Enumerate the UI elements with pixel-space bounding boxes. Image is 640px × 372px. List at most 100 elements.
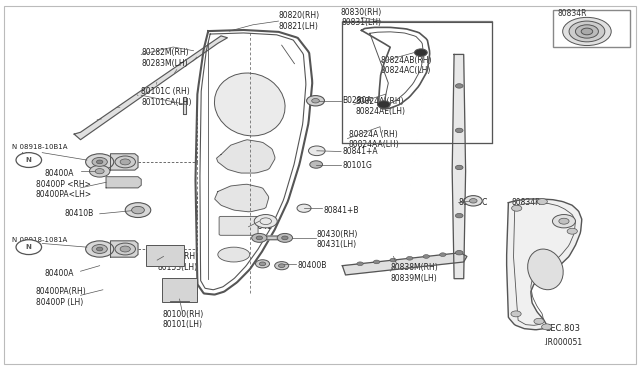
Circle shape	[16, 153, 42, 167]
Polygon shape	[111, 154, 138, 170]
Circle shape	[115, 243, 136, 255]
Polygon shape	[74, 36, 227, 140]
Text: N: N	[26, 244, 32, 250]
FancyBboxPatch shape	[163, 278, 196, 302]
Circle shape	[97, 247, 103, 251]
Polygon shape	[216, 140, 275, 173]
Text: 80400P <RH>
80400PA<LH>: 80400P <RH> 80400PA<LH>	[36, 180, 92, 199]
Text: 80410B: 80410B	[65, 209, 94, 218]
Polygon shape	[182, 97, 186, 114]
Ellipse shape	[218, 247, 250, 262]
Polygon shape	[452, 54, 466, 279]
Circle shape	[456, 84, 463, 88]
Text: 80400B: 80400B	[298, 261, 327, 270]
Text: 80824AI(RH)
80824AE(LH): 80824AI(RH) 80824AE(LH)	[355, 97, 405, 116]
Text: 80838M(RH)
80839M(LH): 80838M(RH) 80839M(LH)	[390, 263, 438, 283]
Text: .IR000051: .IR000051	[543, 338, 582, 347]
Text: 80841+B: 80841+B	[323, 206, 358, 215]
Circle shape	[95, 169, 104, 174]
Circle shape	[297, 204, 311, 212]
Circle shape	[537, 199, 547, 205]
Circle shape	[440, 253, 446, 257]
Circle shape	[534, 318, 544, 324]
Circle shape	[456, 128, 463, 133]
Circle shape	[456, 165, 463, 170]
Circle shape	[282, 236, 288, 240]
Text: N 08918-1081A
    (4): N 08918-1081A (4)	[12, 237, 67, 250]
Circle shape	[552, 215, 575, 228]
Polygon shape	[215, 184, 269, 212]
Circle shape	[97, 160, 103, 164]
Polygon shape	[111, 241, 138, 257]
Polygon shape	[106, 177, 141, 188]
Circle shape	[406, 256, 413, 260]
Circle shape	[120, 246, 131, 252]
Ellipse shape	[214, 73, 285, 136]
Circle shape	[563, 17, 611, 45]
Circle shape	[559, 218, 569, 224]
Circle shape	[511, 205, 522, 211]
Polygon shape	[342, 253, 467, 275]
Circle shape	[378, 101, 390, 108]
FancyBboxPatch shape	[147, 244, 184, 266]
FancyBboxPatch shape	[4, 6, 636, 364]
Text: SEC.803: SEC.803	[545, 324, 580, 333]
Circle shape	[373, 260, 380, 264]
Text: 80834R: 80834R	[511, 198, 541, 207]
Text: 80400PA(RH)
80400P (LH): 80400PA(RH) 80400P (LH)	[36, 288, 86, 307]
Circle shape	[567, 228, 577, 234]
Circle shape	[86, 241, 114, 257]
Ellipse shape	[527, 249, 563, 290]
Circle shape	[307, 96, 324, 106]
Text: 80824A (RH)
80824AA(LH): 80824A (RH) 80824AA(LH)	[349, 130, 399, 150]
Circle shape	[569, 21, 605, 42]
Circle shape	[415, 49, 428, 56]
Circle shape	[310, 161, 323, 168]
Circle shape	[469, 199, 477, 203]
Circle shape	[120, 159, 131, 165]
FancyBboxPatch shape	[219, 217, 258, 235]
Circle shape	[541, 324, 552, 330]
Circle shape	[115, 156, 136, 168]
Text: 80820(RH)
80821(LH): 80820(RH) 80821(LH)	[278, 12, 319, 31]
Text: 80834R: 80834R	[557, 9, 587, 18]
Circle shape	[456, 214, 463, 218]
Circle shape	[357, 262, 364, 266]
Circle shape	[86, 154, 114, 170]
Text: N: N	[26, 157, 32, 163]
Circle shape	[423, 254, 429, 258]
Text: B0280A: B0280A	[342, 96, 372, 105]
Text: 80620C: 80620C	[459, 198, 488, 207]
Circle shape	[456, 250, 463, 255]
Text: 80834R: 80834R	[557, 13, 587, 22]
Circle shape	[132, 206, 145, 214]
Polygon shape	[256, 236, 285, 240]
Circle shape	[511, 311, 521, 317]
Text: 80400A: 80400A	[44, 269, 74, 278]
Circle shape	[252, 234, 267, 242]
Circle shape	[390, 258, 396, 262]
Circle shape	[575, 25, 598, 38]
Circle shape	[312, 99, 319, 103]
Circle shape	[581, 28, 593, 35]
Circle shape	[92, 244, 108, 253]
Circle shape	[16, 240, 42, 254]
Text: 80400A: 80400A	[44, 169, 74, 177]
Text: 80152(RH)
80153(LH): 80152(RH) 80153(LH)	[157, 252, 198, 272]
Text: N 08918-10B1A
    (4): N 08918-10B1A (4)	[12, 144, 68, 157]
Circle shape	[92, 157, 108, 166]
Circle shape	[275, 262, 289, 270]
Text: 80100(RH)
80101(LH): 80100(RH) 80101(LH)	[162, 310, 204, 329]
Polygon shape	[507, 199, 582, 330]
Text: 80282M(RH)
80283M(LH): 80282M(RH) 80283M(LH)	[141, 48, 189, 68]
Text: 80841: 80841	[248, 222, 273, 231]
Circle shape	[255, 260, 269, 268]
Circle shape	[277, 234, 292, 242]
Text: 80101G: 80101G	[342, 161, 372, 170]
Text: 80824AB(RH)
80824AC(LH): 80824AB(RH) 80824AC(LH)	[381, 56, 432, 75]
Circle shape	[125, 203, 151, 218]
Circle shape	[259, 262, 266, 266]
Circle shape	[256, 236, 262, 240]
Circle shape	[254, 215, 277, 228]
FancyBboxPatch shape	[342, 21, 492, 143]
